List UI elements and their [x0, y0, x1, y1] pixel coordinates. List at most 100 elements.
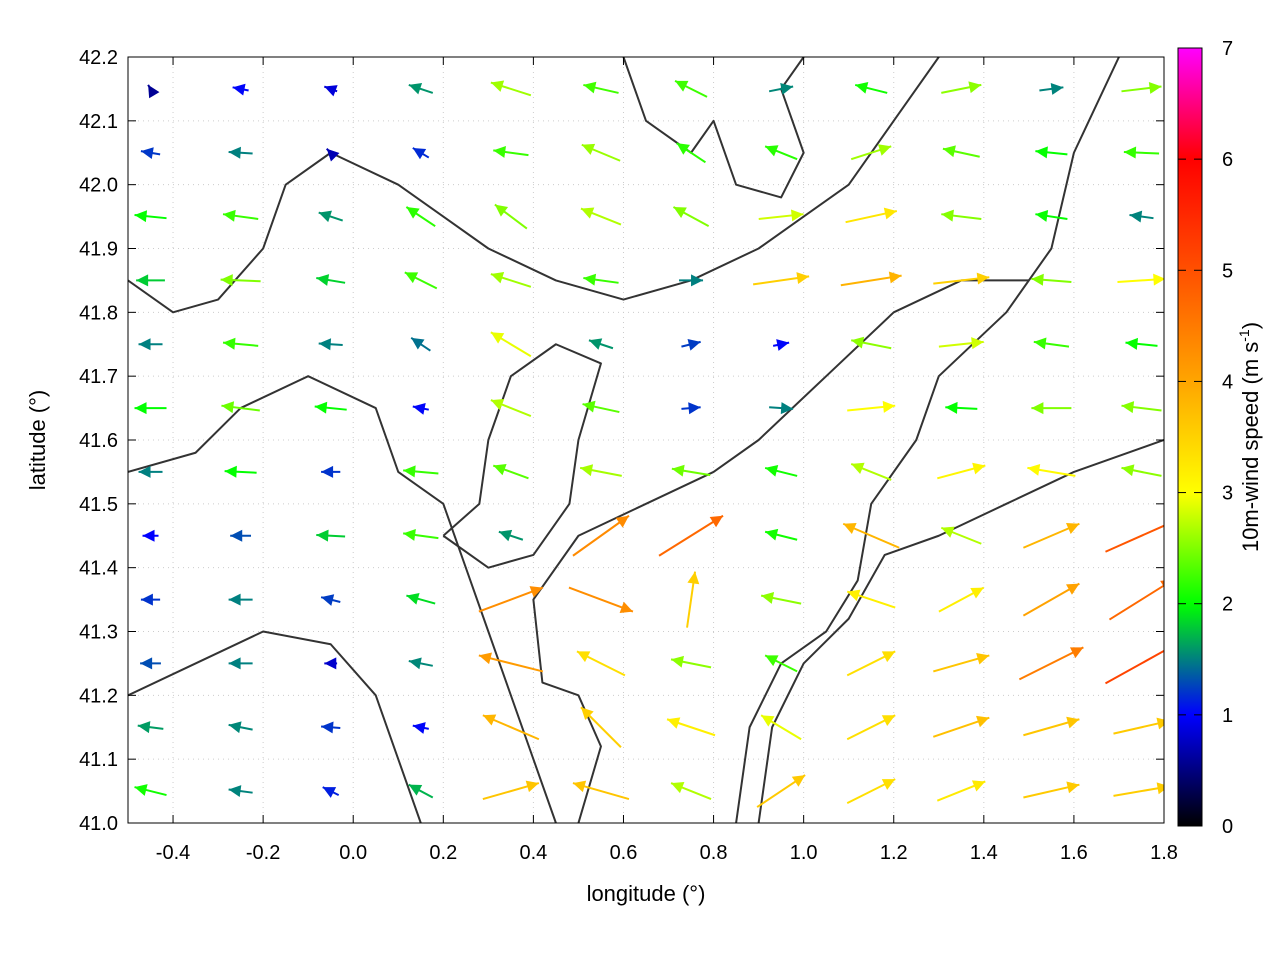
wind-arrow-head	[791, 775, 806, 787]
wind-arrow-head	[843, 522, 857, 534]
wind-arrow	[658, 514, 724, 557]
wind-arrow	[583, 81, 619, 94]
wind-arrow	[1125, 337, 1158, 350]
wind-arrow	[933, 652, 990, 673]
wind-arrow	[322, 786, 340, 798]
wind-arrow-head	[1156, 717, 1164, 730]
wind-arrow-head	[529, 586, 543, 598]
wind-arrow-head	[1066, 781, 1080, 794]
wind-arrow	[938, 586, 985, 613]
wind-arrow-head	[1065, 583, 1080, 595]
wind-arrow	[1123, 146, 1160, 159]
wind-arrow-head	[138, 338, 151, 351]
wind-arrow-head	[1027, 463, 1041, 476]
x-tick-label: -0.4	[156, 842, 190, 864]
wind-arrow-head	[490, 398, 505, 411]
wind-arrow	[228, 593, 253, 606]
wind-arrow-head	[140, 593, 153, 606]
wind-arrow-head	[228, 657, 241, 670]
wind-arrow-head	[1129, 210, 1143, 223]
wind-arrow	[941, 209, 982, 222]
wind-arrow-head	[322, 787, 337, 798]
wind-arrow	[408, 657, 433, 670]
x-axis-label: longitude (°)	[587, 881, 706, 906]
wind-arrow-head	[976, 652, 990, 665]
wind-arrow	[1023, 716, 1080, 737]
wind-arrow	[316, 529, 346, 542]
wind-arrow	[846, 714, 896, 741]
y-tick-label: 41.9	[79, 239, 118, 261]
wind-arrow-head	[580, 207, 595, 219]
wind-arrow	[1121, 464, 1162, 477]
wind-arrow-shaft	[1104, 649, 1164, 685]
wind-arrow-head	[232, 83, 246, 96]
wind-arrow-head	[941, 526, 955, 538]
y-axis-label: latitude (°)	[25, 390, 50, 491]
wind-arrow-head	[408, 784, 423, 796]
wind-arrow	[1121, 81, 1162, 94]
wind-arrow	[670, 781, 712, 801]
wind-arrow-head	[1069, 647, 1084, 659]
wind-arrow-head	[321, 721, 334, 734]
wind-arrow-head	[228, 146, 241, 159]
wind-arrow	[937, 462, 986, 480]
wind-arrow	[136, 274, 165, 287]
wind-arrow-head	[493, 463, 507, 476]
y-axis: 41.0 41.1 41.2 41.3 41.4 41.5 41.6 41.7 41.8 41.9…	[79, 47, 1164, 835]
wind-arrow-head	[1164, 519, 1177, 530]
wind-arrow	[490, 398, 532, 418]
wind-arrow	[670, 655, 712, 669]
wind-arrow	[482, 714, 540, 741]
wind-arrow-head	[134, 402, 147, 415]
wind-arrow-head	[765, 145, 779, 157]
wind-arrow	[222, 337, 259, 350]
contour-line	[622, 57, 805, 199]
wind-arrow-head	[688, 402, 701, 415]
wind-vectors	[134, 80, 1177, 808]
colorbar-tick-label: 6	[1222, 149, 1233, 171]
wind-arrow	[846, 778, 896, 804]
wind-arrow	[408, 83, 434, 95]
wind-arrow	[494, 203, 528, 230]
wind-arrow-head	[137, 721, 151, 734]
wind-arrow	[1027, 463, 1076, 477]
wind-arrow-head	[1031, 402, 1044, 415]
wind-arrow-head	[976, 272, 990, 285]
wind-arrow	[942, 145, 980, 158]
wind-arrow-head	[404, 272, 419, 284]
wind-arrow	[764, 528, 798, 541]
wind-arrow	[1022, 522, 1080, 549]
wind-arrow	[579, 464, 622, 477]
wind-arrow-head	[228, 593, 241, 606]
wind-arrow	[412, 147, 430, 160]
wind-arrow-head	[881, 715, 896, 726]
colorbar-tick-label: 4	[1222, 371, 1233, 393]
contour-line	[128, 375, 557, 823]
wind-arrow	[1113, 782, 1164, 797]
wind-arrow-head	[142, 529, 155, 542]
wind-arrow	[686, 571, 700, 628]
wind-arrow-head	[482, 714, 497, 726]
contour-line	[532, 279, 1029, 823]
y-tick-label: 41.1	[79, 749, 118, 771]
wind-arrow	[760, 714, 802, 741]
wind-arrow-head	[134, 210, 148, 223]
wind-arrow-head	[326, 148, 340, 162]
wind-arrow-head	[490, 271, 505, 284]
wind-arrow	[478, 652, 544, 673]
wind-arrow	[138, 465, 163, 478]
wind-arrow-head	[691, 274, 704, 287]
wind-arrow-head	[1035, 210, 1049, 222]
y-tick-label: 41.6	[79, 430, 118, 452]
wind-arrow-head	[224, 465, 237, 478]
wind-arrow	[224, 465, 257, 478]
wind-arrow-head	[675, 80, 689, 92]
wind-arrow	[1121, 401, 1162, 414]
wind-arrow	[679, 274, 704, 287]
wind-arrow-head	[140, 657, 153, 670]
wind-arrow	[769, 402, 794, 415]
contour-line	[128, 630, 422, 823]
wind-arrow	[318, 338, 343, 351]
wind-arrow	[940, 526, 982, 545]
wind-arrow-head	[765, 528, 779, 541]
